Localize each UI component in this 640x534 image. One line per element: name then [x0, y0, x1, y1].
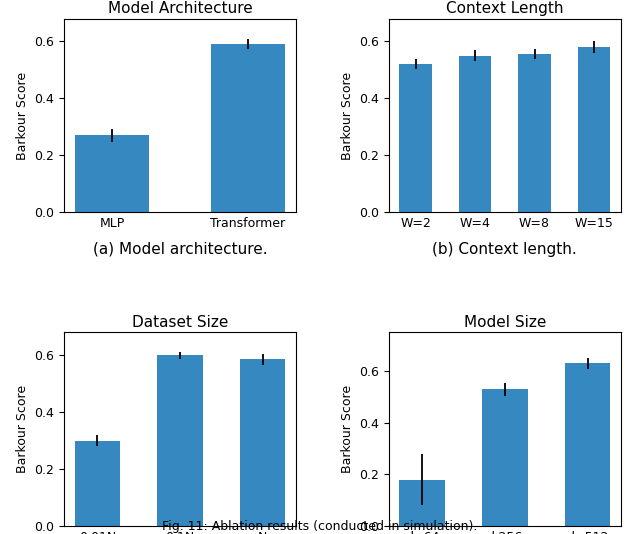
Bar [564, 363, 611, 526]
Title: Model Architecture: Model Architecture [108, 1, 252, 16]
Y-axis label: Barkour Score: Barkour Score [16, 72, 29, 160]
Bar [74, 136, 149, 213]
Title: Dataset Size: Dataset Size [132, 315, 228, 330]
Bar [211, 44, 285, 213]
Bar [240, 359, 285, 526]
Title: Model Size: Model Size [463, 315, 546, 330]
Text: (b) Context length.: (b) Context length. [433, 242, 577, 257]
Y-axis label: Barkour Score: Barkour Score [340, 72, 353, 160]
Bar [518, 54, 551, 213]
Text: Fig. 11: Ablation results (conducted in simulation).: Fig. 11: Ablation results (conducted in … [163, 520, 477, 533]
Bar [399, 480, 445, 526]
Bar [74, 441, 120, 526]
Text: (a) Model architecture.: (a) Model architecture. [93, 242, 268, 257]
Y-axis label: Barkour Score: Barkour Score [340, 385, 353, 473]
Bar [157, 355, 203, 526]
Bar [482, 389, 527, 526]
Bar [577, 47, 611, 213]
Bar [399, 64, 432, 213]
Bar [459, 56, 492, 213]
Title: Context Length: Context Length [446, 1, 564, 16]
Y-axis label: Barkour Score: Barkour Score [16, 385, 29, 473]
